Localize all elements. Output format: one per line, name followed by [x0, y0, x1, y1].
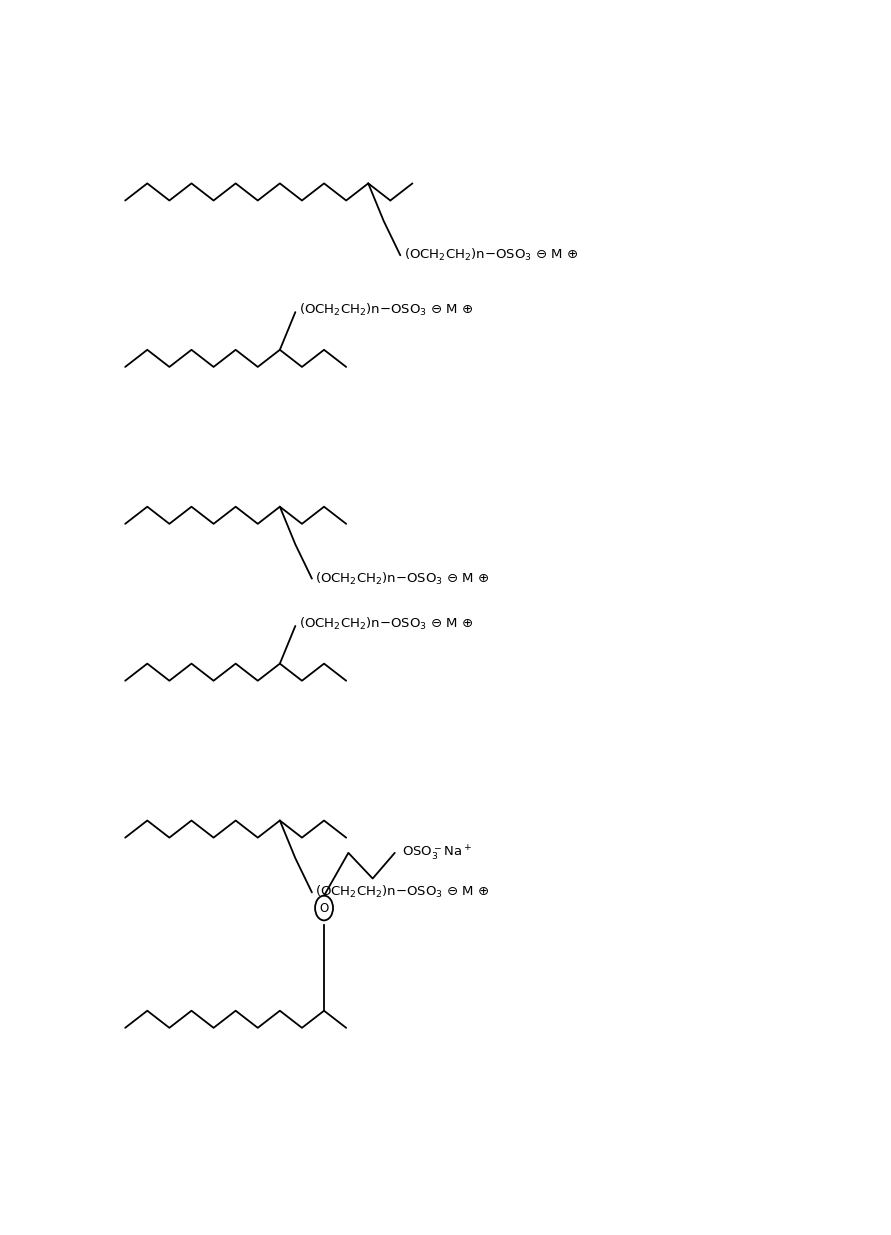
Text: O: O [320, 902, 329, 914]
Text: (OCH$_2$CH$_2$)n$-$OSO$_3$ $\ominus$ M $\oplus$: (OCH$_2$CH$_2$)n$-$OSO$_3$ $\ominus$ M $… [298, 303, 473, 319]
Text: OSO$_3^-$Na$^+$: OSO$_3^-$Na$^+$ [402, 844, 471, 862]
Text: (OCH$_2$CH$_2$)n$-$OSO$_3$ $\ominus$ M $\oplus$: (OCH$_2$CH$_2$)n$-$OSO$_3$ $\ominus$ M $… [315, 571, 489, 587]
Text: (OCH$_2$CH$_2$)n$-$OSO$_3$ $\ominus$ M $\oplus$: (OCH$_2$CH$_2$)n$-$OSO$_3$ $\ominus$ M $… [315, 884, 489, 900]
Text: (OCH$_2$CH$_2$)n$-$OSO$_3$ $\ominus$ M $\oplus$: (OCH$_2$CH$_2$)n$-$OSO$_3$ $\ominus$ M $… [298, 616, 473, 632]
Text: (OCH$_2$CH$_2$)n$-$OSO$_3$ $\ominus$ M $\oplus$: (OCH$_2$CH$_2$)n$-$OSO$_3$ $\ominus$ M $… [404, 247, 578, 263]
